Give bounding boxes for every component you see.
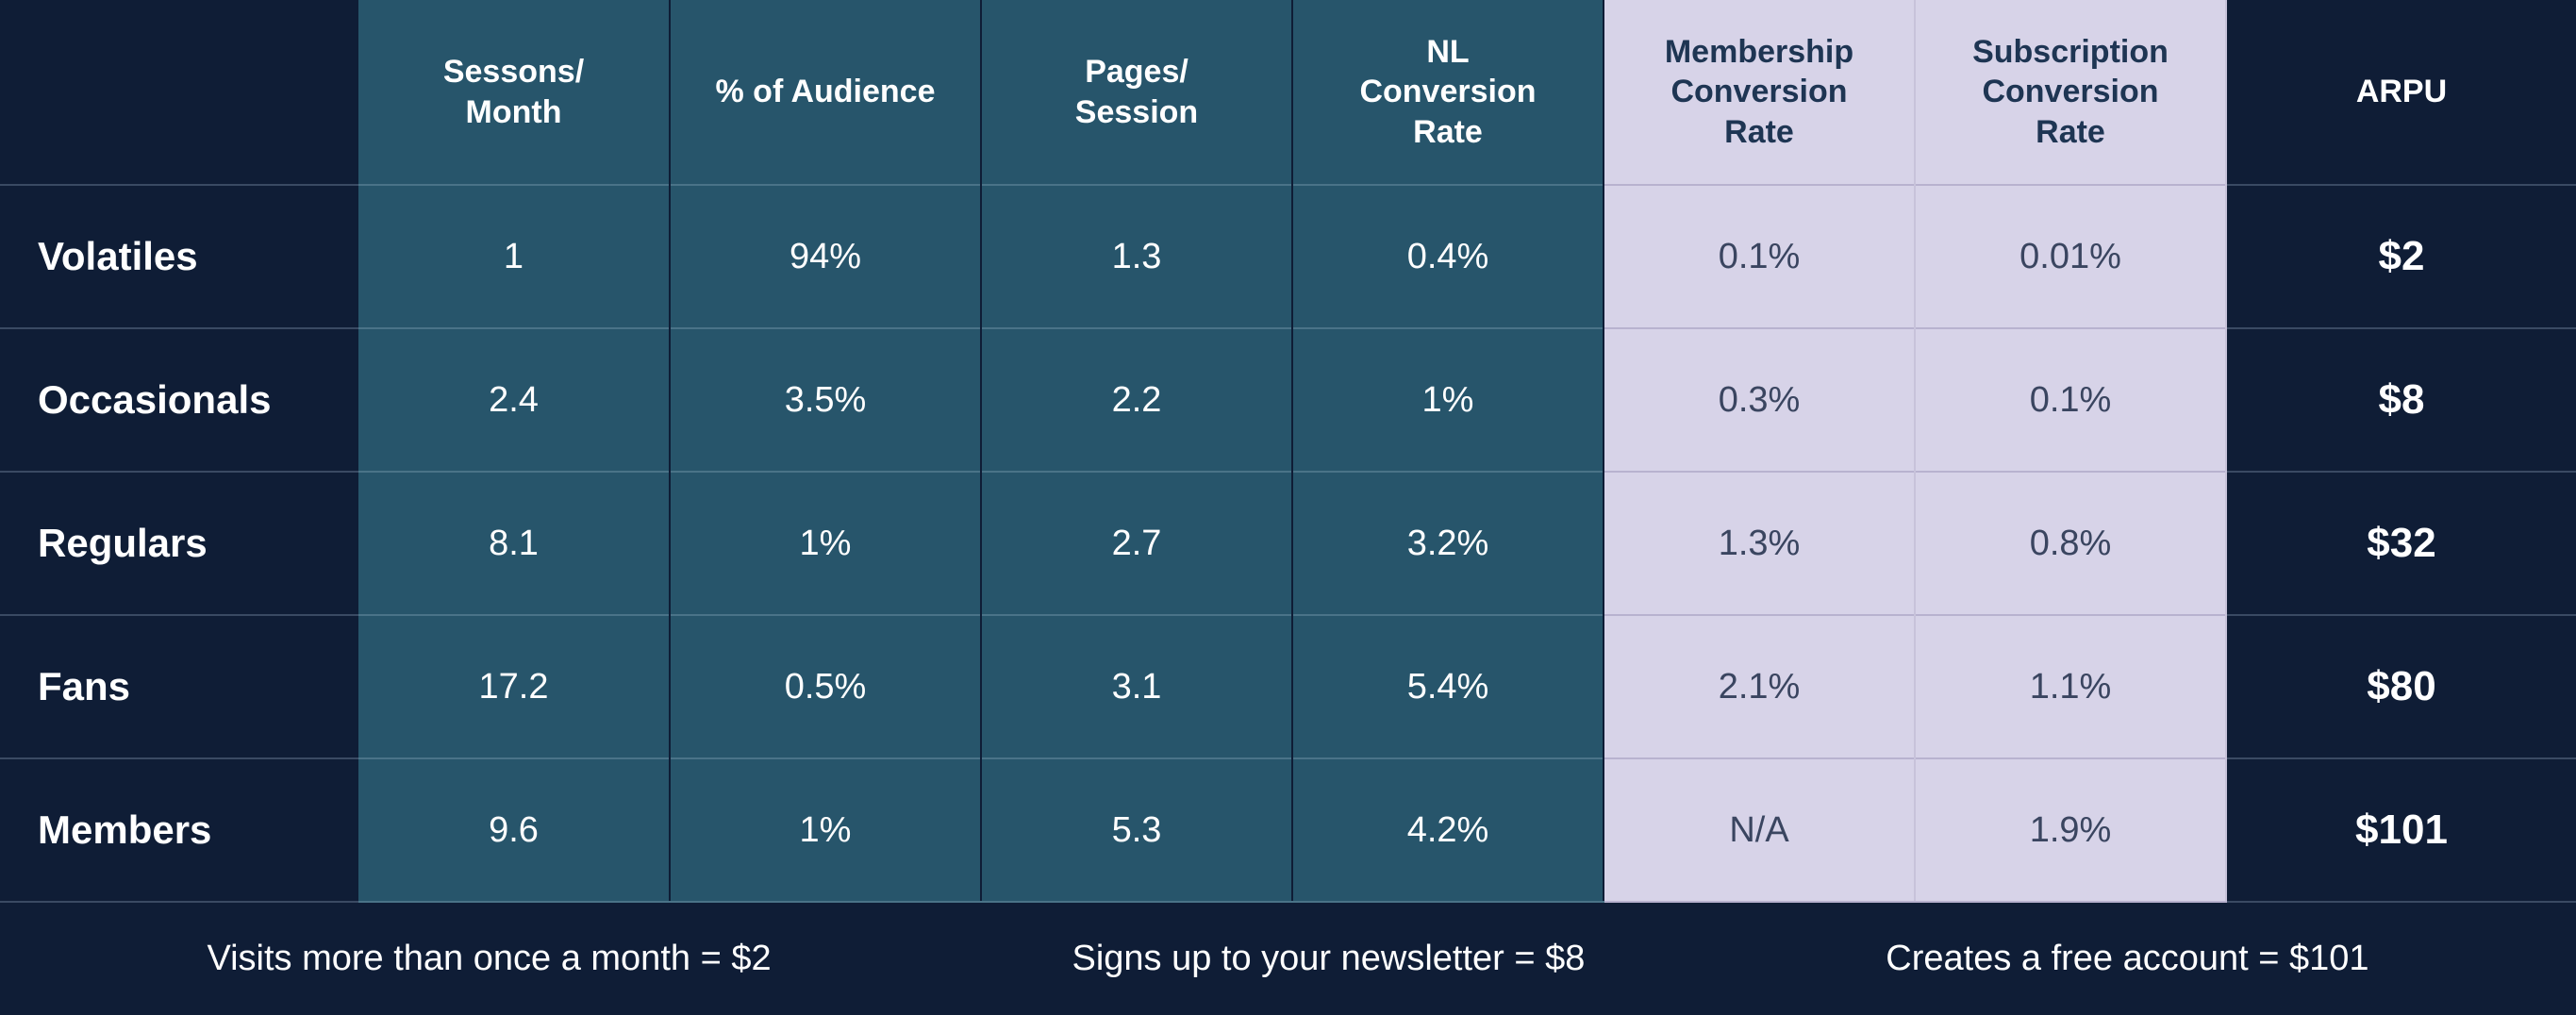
cell-subscription: 1.9% — [1915, 758, 2226, 902]
cell-sessions: 8.1 — [358, 472, 670, 615]
cell-nl: 1% — [1292, 328, 1604, 472]
cell-membership: 0.3% — [1604, 328, 1915, 472]
cell-audience: 3.5% — [670, 328, 981, 472]
audience-segments-table: Sessons/Month % of Audience Pages/Sessio… — [0, 0, 2576, 903]
cell-subscription: 1.1% — [1915, 615, 2226, 758]
cell-arpu: $8 — [2226, 328, 2576, 472]
table-row: Regulars 8.1 1% 2.7 3.2% 1.3% 0.8% $32 — [0, 472, 2576, 615]
cell-pages: 5.3 — [981, 758, 1292, 902]
row-label: Members — [0, 758, 358, 902]
cell-membership: N/A — [1604, 758, 1915, 902]
cell-membership: 2.1% — [1604, 615, 1915, 758]
row-label: Fans — [0, 615, 358, 758]
cell-arpu: $2 — [2226, 185, 2576, 328]
cell-nl: 4.2% — [1292, 758, 1604, 902]
col-header-segment — [0, 0, 358, 185]
row-label: Regulars — [0, 472, 358, 615]
table-row: Fans 17.2 0.5% 3.1 5.4% 2.1% 1.1% $80 — [0, 615, 2576, 758]
col-header-subscription: SubscriptionConversionRate — [1915, 0, 2226, 185]
cell-membership: 1.3% — [1604, 472, 1915, 615]
cell-sessions: 1 — [358, 185, 670, 328]
cell-pages: 2.2 — [981, 328, 1292, 472]
footer-note: Visits more than once a month = $2 — [207, 939, 771, 979]
table-row: Occasionals 2.4 3.5% 2.2 1% 0.3% 0.1% $8 — [0, 328, 2576, 472]
cell-audience: 1% — [670, 472, 981, 615]
col-header-pages: Pages/Session — [981, 0, 1292, 185]
col-header-audience: % of Audience — [670, 0, 981, 185]
cell-pages: 2.7 — [981, 472, 1292, 615]
row-label: Volatiles — [0, 185, 358, 328]
cell-subscription: 0.1% — [1915, 328, 2226, 472]
cell-audience: 0.5% — [670, 615, 981, 758]
cell-pages: 1.3 — [981, 185, 1292, 328]
table-body: Volatiles 1 94% 1.3 0.4% 0.1% 0.01% $2 O… — [0, 185, 2576, 902]
col-header-membership: MembershipConversionRate — [1604, 0, 1915, 185]
cell-pages: 3.1 — [981, 615, 1292, 758]
table-header: Sessons/Month % of Audience Pages/Sessio… — [0, 0, 2576, 185]
col-header-nl: NLConversionRate — [1292, 0, 1604, 185]
cell-membership: 0.1% — [1604, 185, 1915, 328]
footer-note: Signs up to your newsletter = $8 — [1072, 939, 1585, 979]
col-header-sessions: Sessons/Month — [358, 0, 670, 185]
cell-nl: 3.2% — [1292, 472, 1604, 615]
footer-note: Creates a free account = $101 — [1886, 939, 2368, 979]
col-header-arpu: ARPU — [2226, 0, 2576, 185]
cell-nl: 0.4% — [1292, 185, 1604, 328]
footer-notes: Visits more than once a month = $2 Signs… — [0, 903, 2576, 1015]
cell-sessions: 17.2 — [358, 615, 670, 758]
cell-audience: 1% — [670, 758, 981, 902]
cell-sessions: 9.6 — [358, 758, 670, 902]
table-row: Volatiles 1 94% 1.3 0.4% 0.1% 0.01% $2 — [0, 185, 2576, 328]
cell-arpu: $80 — [2226, 615, 2576, 758]
cell-subscription: 0.01% — [1915, 185, 2226, 328]
cell-audience: 94% — [670, 185, 981, 328]
table-row: Members 9.6 1% 5.3 4.2% N/A 1.9% $101 — [0, 758, 2576, 902]
cell-arpu: $32 — [2226, 472, 2576, 615]
audience-segments-table-wrap: Sessons/Month % of Audience Pages/Sessio… — [0, 0, 2576, 1014]
row-label: Occasionals — [0, 328, 358, 472]
cell-subscription: 0.8% — [1915, 472, 2226, 615]
cell-sessions: 2.4 — [358, 328, 670, 472]
cell-arpu: $101 — [2226, 758, 2576, 902]
cell-nl: 5.4% — [1292, 615, 1604, 758]
